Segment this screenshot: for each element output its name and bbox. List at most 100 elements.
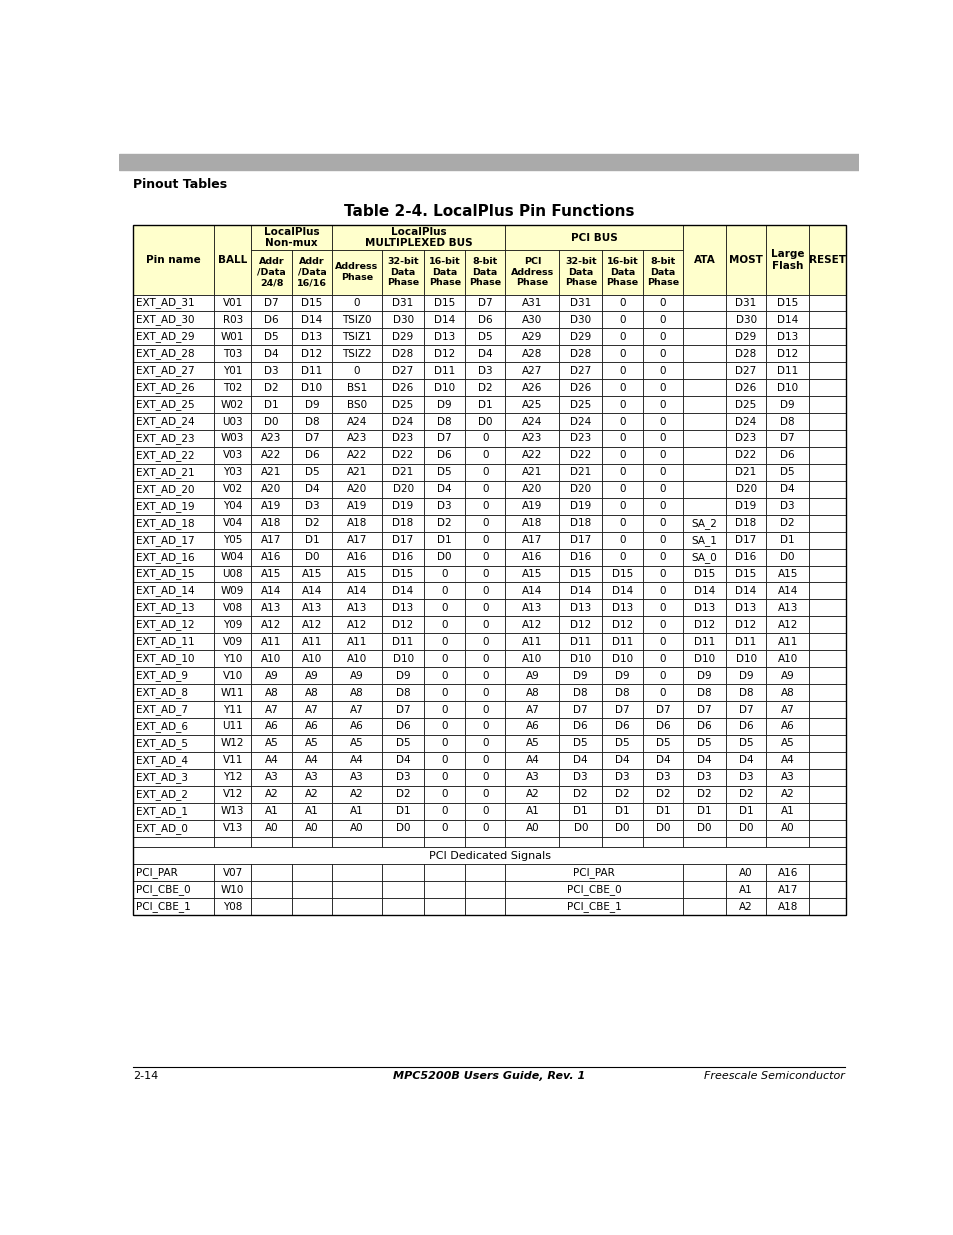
Bar [682,329,725,346]
Bar [292,836,332,847]
Bar [464,249,505,294]
Bar [765,362,808,379]
Bar [133,225,845,915]
Text: W03: W03 [221,433,244,443]
Text: D26: D26 [392,383,414,393]
Bar [601,362,642,379]
Bar [505,566,558,583]
Bar [213,548,251,566]
Text: EXT_AD_30: EXT_AD_30 [135,315,193,325]
Text: 8-bit
Data
Phase: 8-bit Data Phase [646,257,679,287]
Text: A7: A7 [305,704,318,715]
Text: D0: D0 [697,823,711,834]
Bar [558,548,601,566]
Bar [725,515,765,531]
Bar [682,311,725,329]
Bar [725,480,765,498]
Text: D10: D10 [434,383,455,393]
Text: PCI Dedicated Signals: PCI Dedicated Signals [428,851,550,861]
Text: MPC5200B Users Guide, Rev. 1: MPC5200B Users Guide, Rev. 1 [393,1072,584,1082]
Text: D11: D11 [693,637,715,647]
Bar [133,882,213,898]
Bar [251,464,292,480]
Text: A2: A2 [264,789,278,799]
Bar [133,616,213,634]
Bar [725,412,765,430]
Bar [505,785,558,803]
Text: 0: 0 [441,620,448,630]
Bar [332,864,381,882]
Text: D7: D7 [477,298,492,308]
Bar [808,820,845,836]
Bar [464,735,505,752]
Bar [332,820,381,836]
Text: ATA: ATA [693,254,715,264]
Bar [292,346,332,362]
Text: Y05: Y05 [223,535,242,545]
Text: 0: 0 [618,332,625,342]
Bar [725,566,765,583]
Text: D0: D0 [780,552,794,562]
Bar [642,785,682,803]
Bar [381,329,424,346]
Bar [133,718,213,735]
Text: Y12: Y12 [223,772,242,782]
Text: EXT_AD_16: EXT_AD_16 [135,552,194,562]
Text: A5: A5 [350,739,363,748]
Bar [381,701,424,718]
Bar [682,498,725,515]
Text: 16-bit
Data
Phase: 16-bit Data Phase [606,257,638,287]
Bar [642,464,682,480]
Text: 0: 0 [659,451,665,461]
Bar [808,225,845,294]
Bar [464,515,505,531]
Text: A27: A27 [521,366,542,375]
Bar [558,447,601,464]
Bar [505,430,558,447]
Text: 0: 0 [659,552,665,562]
Text: A3: A3 [525,772,538,782]
Text: D9: D9 [780,400,794,410]
Text: D3: D3 [436,501,452,511]
Bar [765,311,808,329]
Text: D15: D15 [301,298,322,308]
Bar [251,735,292,752]
Text: EXT_AD_12: EXT_AD_12 [135,620,194,630]
Bar [601,667,642,684]
Text: D3: D3 [615,772,629,782]
Bar [765,616,808,634]
Bar [464,480,505,498]
Bar [464,412,505,430]
Bar [381,379,424,396]
Bar [601,718,642,735]
Bar [292,447,332,464]
Bar [765,701,808,718]
Bar [765,599,808,616]
Bar [213,882,251,898]
Text: D2: D2 [573,789,587,799]
Bar [213,480,251,498]
Bar [251,898,292,915]
Text: W01: W01 [221,332,244,342]
Text: D5: D5 [697,739,711,748]
Text: D3: D3 [395,772,410,782]
Bar [424,599,464,616]
Text: Y01: Y01 [223,366,242,375]
Text: D12: D12 [434,348,455,359]
Bar [332,430,381,447]
Text: A9: A9 [350,671,363,680]
Text: D25: D25 [392,400,414,410]
Text: A3: A3 [780,772,794,782]
Bar [601,480,642,498]
Bar [725,667,765,684]
Bar [292,882,332,898]
Text: D8: D8 [395,688,410,698]
Bar [292,412,332,430]
Text: D4: D4 [477,348,492,359]
Bar [505,836,558,847]
Text: A0: A0 [525,823,538,834]
Text: D27: D27 [392,366,414,375]
Bar [558,515,601,531]
Bar [464,752,505,769]
Text: D23: D23 [392,433,414,443]
